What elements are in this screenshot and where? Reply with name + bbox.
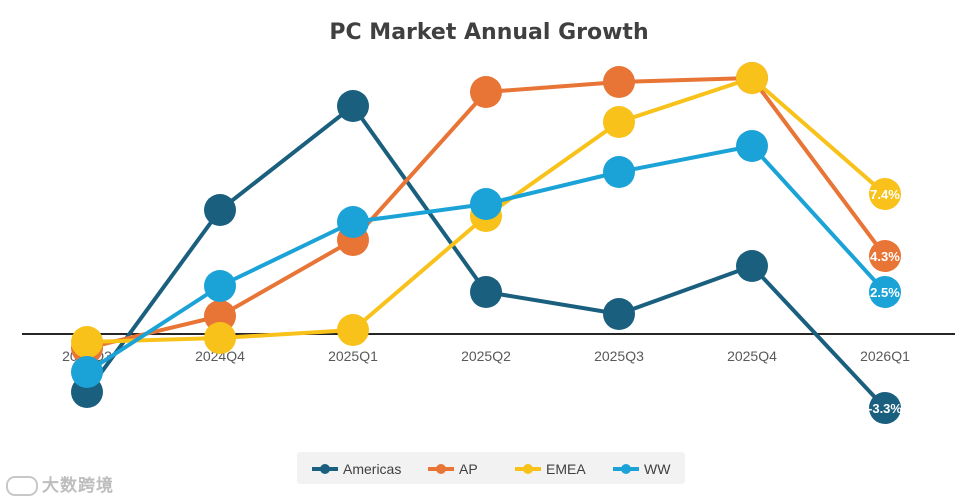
data-point-ww	[603, 156, 635, 188]
x-tick-labels: 2024Q32024Q42025Q12025Q22025Q32025Q42026…	[62, 348, 910, 364]
data-point-ww	[470, 188, 502, 220]
data-point-americas	[470, 276, 502, 308]
end-label-ap: 4.3%	[870, 249, 900, 264]
legend-marker	[436, 464, 446, 474]
data-point-emea	[337, 314, 369, 346]
data-point-emea	[736, 62, 768, 94]
watermark-logo-icon	[6, 476, 38, 496]
legend-label: EMEA	[546, 461, 586, 477]
data-point-ap	[869, 240, 901, 272]
legend-label: AP	[459, 461, 478, 477]
legend-label: WW	[644, 461, 671, 477]
watermark-text: 大数跨境	[42, 476, 114, 496]
x-tick-label: 2025Q4	[727, 348, 777, 364]
data-point-emea	[869, 178, 901, 210]
legend-item-americas: Americas	[312, 461, 401, 477]
end-labels: -3.3% 4.3% 7.4% 2.5%	[868, 187, 902, 416]
data-point-ww	[204, 270, 236, 302]
legend-label: Americas	[343, 461, 401, 477]
data-point-ww	[869, 276, 901, 308]
legend-item-ww: WW	[613, 461, 671, 477]
data-point-emea	[204, 322, 236, 354]
data-point-ap	[603, 66, 635, 98]
legend-item-emea: EMEA	[515, 461, 586, 477]
end-label-ww: 2.5%	[870, 285, 900, 300]
x-tick-label: 2025Q2	[461, 348, 511, 364]
end-label-americas: -3.3%	[868, 401, 902, 416]
legend-item-ap: AP	[428, 461, 478, 477]
legend: Americas AP EMEA WW	[297, 452, 685, 484]
x-tick-label: 2025Q3	[594, 348, 644, 364]
data-point-americas	[736, 250, 768, 282]
data-point-americas	[204, 194, 236, 226]
legend-marker	[320, 464, 330, 474]
data-point-emea	[603, 106, 635, 138]
data-point-americas	[337, 90, 369, 122]
watermark: 大数跨境	[6, 471, 114, 496]
legend-marker	[523, 464, 533, 474]
data-point-ap	[470, 76, 502, 108]
data-point-americas	[603, 298, 635, 330]
data-point-emea	[71, 326, 103, 358]
x-tick-label: 2024Q4	[195, 348, 245, 364]
data-point-ww	[337, 206, 369, 238]
data-point-americas	[869, 392, 901, 424]
data-point-ww	[71, 356, 103, 388]
end-label-emea: 7.4%	[870, 187, 900, 202]
chart-title: PC Market Annual Growth	[329, 20, 648, 45]
legend-background	[297, 452, 685, 484]
data-point-ap	[204, 300, 236, 332]
legend-marker	[621, 464, 631, 474]
x-tick-label: 2025Q1	[328, 348, 378, 364]
x-tick-label: 2026Q1	[860, 348, 910, 364]
data-point-ww	[736, 130, 768, 162]
series-points	[71, 62, 901, 424]
